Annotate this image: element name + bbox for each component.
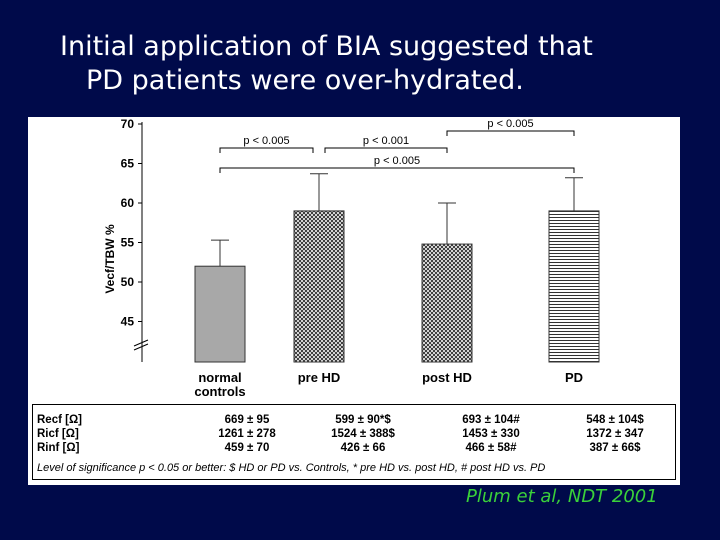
x-category-label: controls — [194, 384, 245, 399]
table-cell: 1524 ± 388$ — [331, 428, 395, 440]
table-cell: 1372 ± 347 — [586, 428, 644, 440]
y-tick-label: 70 — [121, 117, 135, 131]
axis-break-mark — [133, 339, 149, 351]
title-line-2: PD patients were over-hydrated. — [86, 65, 524, 96]
y-tick-label: 60 — [121, 196, 135, 210]
y-axis-label: Vecf/TBW % — [103, 224, 117, 294]
title-line-1: Initial application of BIA suggested tha… — [60, 31, 593, 62]
y-tick-label: 65 — [121, 157, 135, 171]
row-label-rinf: Rinf [Ω] — [37, 442, 80, 454]
row-label-recf: Recf [Ω] — [37, 414, 83, 426]
bar — [293, 210, 345, 363]
bar-chart: 70 65 60 55 50 45 Vecf/TBW % p < 0.005 p < 0.001… — [103, 117, 600, 399]
bar — [421, 243, 473, 363]
x-category-label: normal — [198, 370, 241, 385]
significance-bracket — [219, 147, 314, 153]
chart-figure: 70 65 60 55 50 45 Vecf/TBW % p < 0.005 p < 0.001… — [28, 117, 680, 485]
citation: Plum et al, NDT 2001 — [466, 486, 658, 507]
table-cell: 459 ± 70 — [224, 442, 270, 454]
x-category-label: post HD — [422, 370, 472, 385]
table-col-pd: 548 ± 104$ 1372 ± 347 387 ± 66$ — [555, 413, 675, 455]
y-tick-label: 45 — [121, 315, 135, 329]
table-col-controls: 669 ± 95 1261 ± 278 459 ± 70 — [187, 413, 307, 455]
y-tick-label: 55 — [121, 236, 135, 250]
significance-note: Level of significance p < 0.05 or better… — [37, 462, 546, 474]
table-col-posthd: 693 ± 104# 1453 ± 330 466 ± 58# — [431, 413, 551, 455]
table-cell: 693 ± 104# — [462, 414, 520, 426]
significance-label: p < 0.001 — [363, 135, 409, 147]
table-cell: 669 ± 95 — [224, 414, 270, 426]
resistance-table: Recf [Ω] Ricf [Ω] Rinf [Ω] 669 ± 95 1261… — [32, 404, 676, 480]
table-cell: 1261 ± 278 — [218, 428, 276, 440]
table-cell: 1453 ± 330 — [462, 428, 520, 440]
y-tick-label: 50 — [121, 275, 135, 289]
bar — [548, 210, 600, 363]
table-col-prehd: 599 ± 90*$ 1524 ± 388$ 426 ± 66 — [303, 413, 423, 455]
significance-label: p < 0.005 — [243, 135, 289, 147]
row-label-ricf: Ricf [Ω] — [37, 428, 79, 440]
significance-label: p < 0.005 — [487, 118, 533, 130]
table-cell: 548 ± 104$ — [586, 414, 644, 426]
table-cell: 426 ± 66 — [340, 442, 386, 454]
significance-bracket — [446, 130, 575, 136]
x-category-label: PD — [565, 370, 583, 385]
table-cell: 387 ± 66$ — [589, 442, 641, 454]
slide-title: Initial application of BIA suggested tha… — [60, 30, 593, 98]
bar — [194, 265, 246, 363]
significance-bracket — [324, 147, 448, 153]
significance-bracket — [219, 167, 575, 173]
table-cell: 599 ± 90*$ — [335, 414, 391, 426]
x-category-label: pre HD — [298, 370, 341, 385]
significance-label: p < 0.005 — [374, 155, 420, 167]
table-row-labels: Recf [Ω] Ricf [Ω] Rinf [Ω] — [37, 413, 82, 455]
table-cell: 466 ± 58# — [465, 442, 517, 454]
